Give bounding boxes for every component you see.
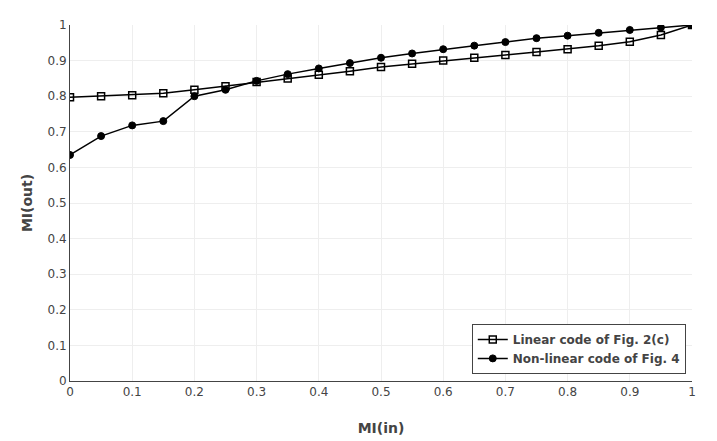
svg-text:0.4: 0.4 — [309, 385, 328, 399]
svg-text:0.1: 0.1 — [123, 385, 142, 399]
svg-text:Linear code of Fig. 2(c): Linear code of Fig. 2(c) — [513, 333, 670, 347]
svg-text:0.2: 0.2 — [185, 385, 204, 399]
svg-text:0.7: 0.7 — [48, 125, 67, 139]
svg-text:1: 1 — [688, 385, 696, 399]
svg-text:0.2: 0.2 — [48, 303, 67, 317]
svg-text:MI(out): MI(out) — [19, 174, 35, 232]
svg-text:0.3: 0.3 — [247, 385, 266, 399]
svg-text:0.6: 0.6 — [434, 385, 453, 399]
svg-text:0.5: 0.5 — [48, 196, 67, 210]
svg-text:0.8: 0.8 — [558, 385, 577, 399]
svg-text:0.8: 0.8 — [48, 89, 67, 103]
svg-text:0.1: 0.1 — [48, 339, 67, 353]
svg-text:0.4: 0.4 — [48, 232, 67, 246]
svg-text:0.7: 0.7 — [496, 385, 515, 399]
svg-text:0.9: 0.9 — [48, 54, 67, 68]
svg-text:0.5: 0.5 — [371, 385, 390, 399]
svg-text:0: 0 — [66, 385, 74, 399]
svg-text:0.3: 0.3 — [48, 267, 67, 281]
svg-text:1: 1 — [59, 18, 67, 32]
svg-text:Non-linear code of Fig. 4: Non-linear code of Fig. 4 — [513, 352, 680, 366]
svg-text:MI(in): MI(in) — [358, 420, 405, 436]
svg-text:0: 0 — [59, 374, 67, 388]
svg-text:0.9: 0.9 — [620, 385, 639, 399]
svg-text:0.6: 0.6 — [48, 161, 67, 175]
